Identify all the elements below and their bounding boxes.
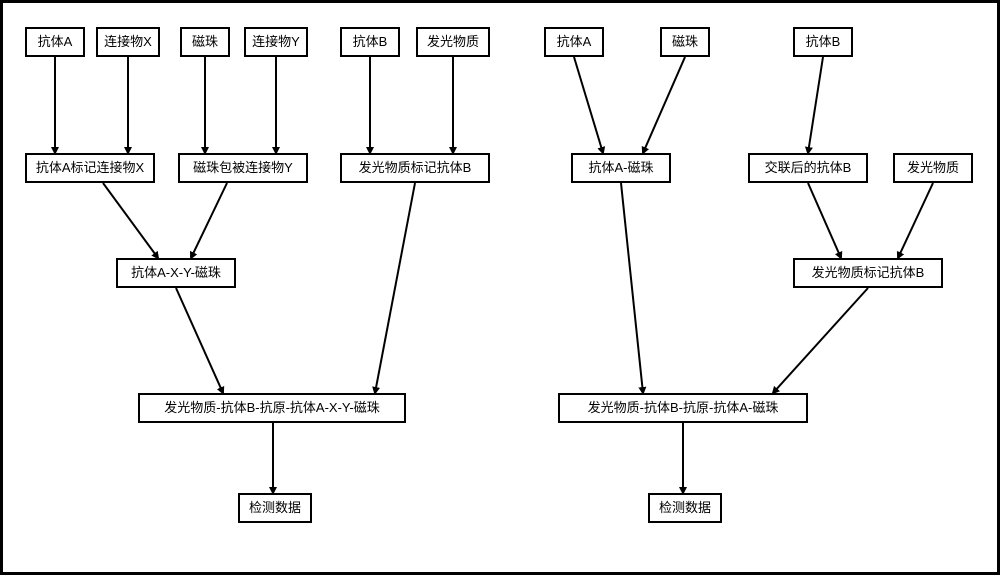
- node-r-mid-4: 发光物质标记抗体B: [793, 258, 943, 288]
- node-l-top-5: 抗体B: [340, 27, 400, 57]
- node-l-top-6: 发光物质: [416, 27, 490, 57]
- node-r-top-2: 磁珠: [660, 27, 710, 57]
- node-l-out: 检测数据: [238, 493, 312, 523]
- node-l-mid-1: 抗体A标记连接物X: [25, 153, 155, 183]
- node-l-mid-3: 发光物质标记抗体B: [340, 153, 490, 183]
- node-l-top-2: 连接物X: [96, 27, 160, 57]
- node-r-mid-1: 抗体A-磁珠: [571, 153, 671, 183]
- node-r-mid-3: 发光物质: [893, 153, 973, 183]
- node-l-mid-4: 抗体A-X-Y-磁珠: [116, 258, 236, 288]
- arrow-layer: [3, 3, 1000, 578]
- node-r-mid-2: 交联后的抗体B: [748, 153, 868, 183]
- node-r-top-3: 抗体B: [793, 27, 853, 57]
- node-r-top-1: 抗体A: [544, 27, 604, 57]
- node-l-top-3: 磁珠: [180, 27, 230, 57]
- node-l-mid-2: 磁珠包被连接物Y: [178, 153, 308, 183]
- node-l-top-4: 连接物Y: [244, 27, 308, 57]
- diagram-canvas: 抗体A 连接物X 磁珠 连接物Y 抗体B 发光物质 抗体A标记连接物X 磁珠包被…: [0, 0, 1000, 575]
- node-l-top-1: 抗体A: [25, 27, 85, 57]
- node-r-out: 检测数据: [648, 493, 722, 523]
- node-l-big: 发光物质-抗体B-抗原-抗体A-X-Y-磁珠: [138, 393, 406, 423]
- node-r-big: 发光物质-抗体B-抗原-抗体A-磁珠: [558, 393, 808, 423]
